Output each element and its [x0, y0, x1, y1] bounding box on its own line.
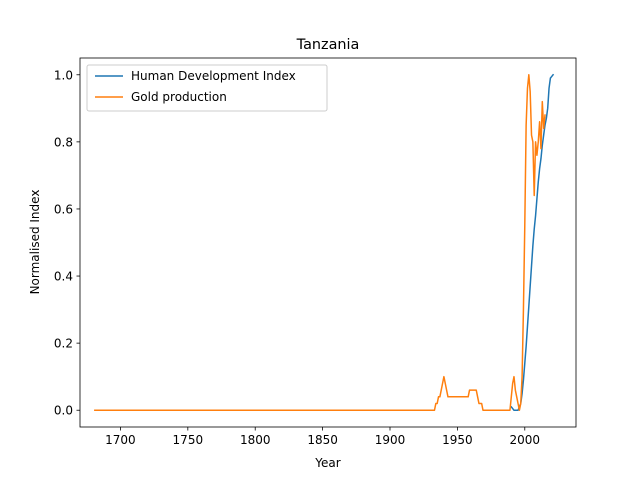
chart-title: Tanzania [296, 37, 360, 53]
legend-box [86, 64, 328, 112]
x-tick-label: 1900 [375, 433, 406, 447]
y-tick-label: 0.4 [54, 270, 73, 284]
y-tick-label: 0.2 [54, 337, 73, 351]
series-line-0 [510, 73, 555, 411]
x-tick-label: 1750 [173, 433, 204, 447]
legend-label-hdi: Human Development Index [131, 69, 296, 83]
x-axis-label: Year [314, 456, 340, 470]
x-tick-label: 1800 [240, 433, 271, 447]
x-tick-label: 1850 [307, 433, 338, 447]
x-tick-label: 2000 [510, 433, 541, 447]
y-tick-label: 0.8 [54, 135, 73, 149]
legend: Human Development Index Gold production [86, 64, 328, 112]
y-tick-label: 1.0 [54, 68, 73, 82]
plot-area [94, 73, 555, 411]
axes-frame [79, 57, 577, 428]
legend-label-gold: Gold production [131, 90, 227, 104]
series-line-1 [94, 74, 546, 411]
x-tick-label: 1700 [105, 433, 136, 447]
x-axis: 1700 1750 1800 1850 1900 1950 2000 [105, 427, 540, 447]
y-axis: 0.0 0.2 0.4 0.6 0.8 1.0 [54, 68, 80, 418]
y-tick-label: 0.0 [54, 404, 73, 418]
y-axis-label: Normalised Index [28, 190, 42, 295]
y-tick-label: 0.6 [54, 202, 73, 216]
x-tick-label: 1950 [442, 433, 473, 447]
